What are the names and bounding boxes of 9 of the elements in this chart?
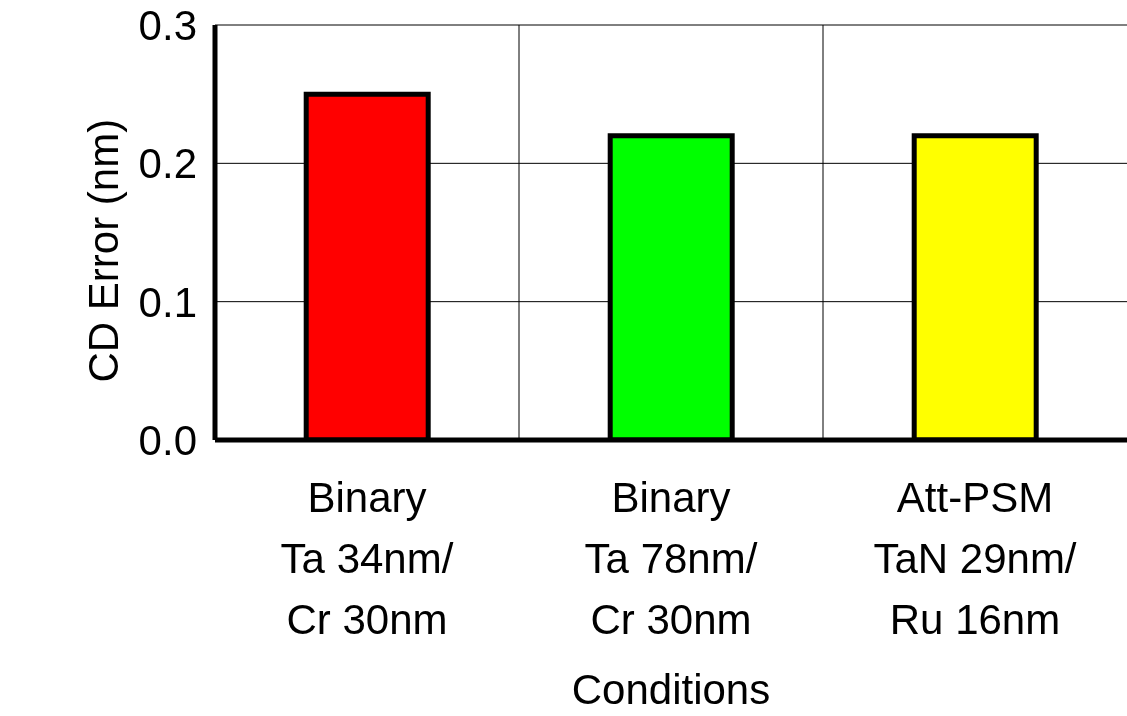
y-tick-label: 0.0 <box>138 416 197 464</box>
y-axis-title: CD Error (nm) <box>79 118 127 383</box>
x-tick-label: Binary Ta 78nm/ Cr 30nm <box>584 474 758 643</box>
y-tick-label: 0.3 <box>138 1 197 49</box>
x-tick-label: Binary Ta 34nm/ Cr 30nm <box>280 474 454 643</box>
x-tick-label: Att-PSM TaN 29nm/ Ru 16nm <box>873 474 1077 643</box>
y-tick-label: 0.1 <box>138 278 197 326</box>
x-axis-title: Conditions <box>571 666 771 713</box>
y-tick-label: 0.2 <box>138 140 197 188</box>
